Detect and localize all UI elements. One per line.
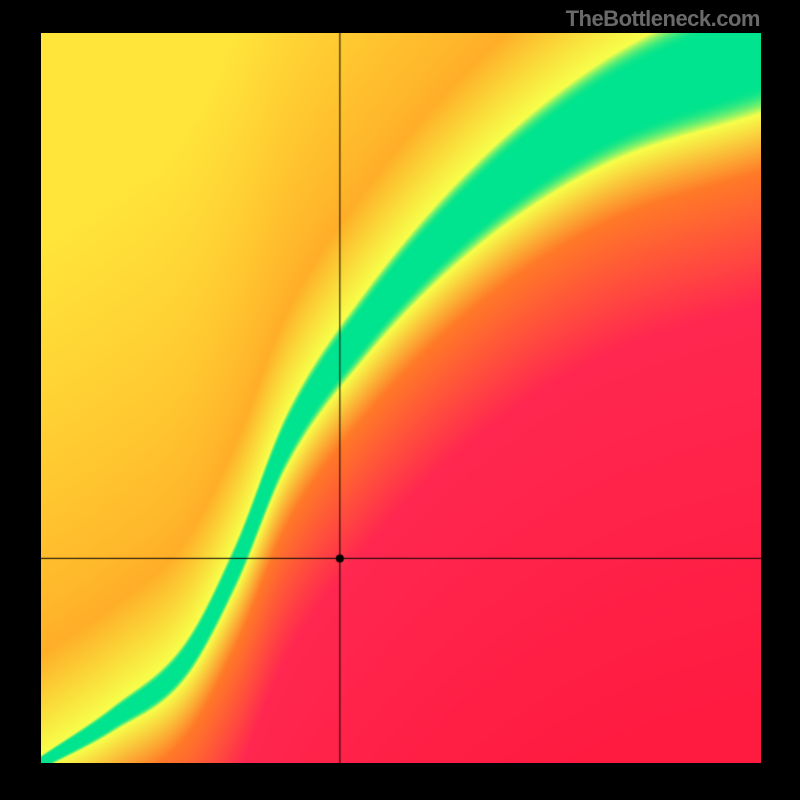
watermark-text: TheBottleneck.com [566,6,760,32]
chart-container: { "watermark": { "text": "TheBottleneck.… [0,0,800,800]
bottleneck-heatmap-canvas [41,33,761,763]
